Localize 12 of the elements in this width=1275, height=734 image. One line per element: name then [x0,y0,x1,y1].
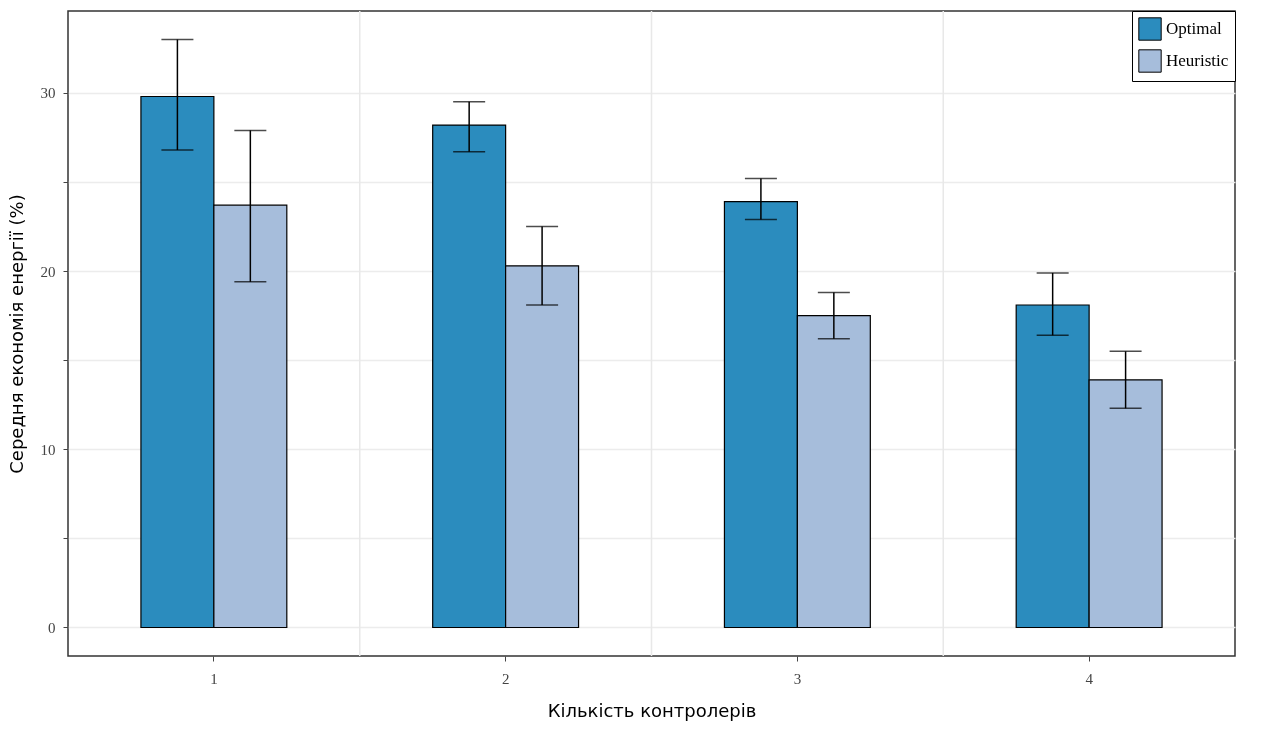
legend-label: Optimal [1166,19,1222,38]
y-tick-label: 10 [40,441,56,458]
y-tick-label: 20 [40,263,56,280]
x-tick-label: 1 [210,670,218,687]
y-tick-label: 30 [40,85,56,102]
y-axis-title: Середня економія енергії (%) [5,194,27,474]
y-tick-label: 0 [48,619,56,636]
x-tick-label: 3 [793,670,802,687]
legend-label: Heuristic [1166,51,1229,70]
x-axis-title: Кількість контролерів [547,699,757,721]
x-tick-label: 2 [501,670,510,687]
x-tick-label: 4 [1085,670,1094,687]
